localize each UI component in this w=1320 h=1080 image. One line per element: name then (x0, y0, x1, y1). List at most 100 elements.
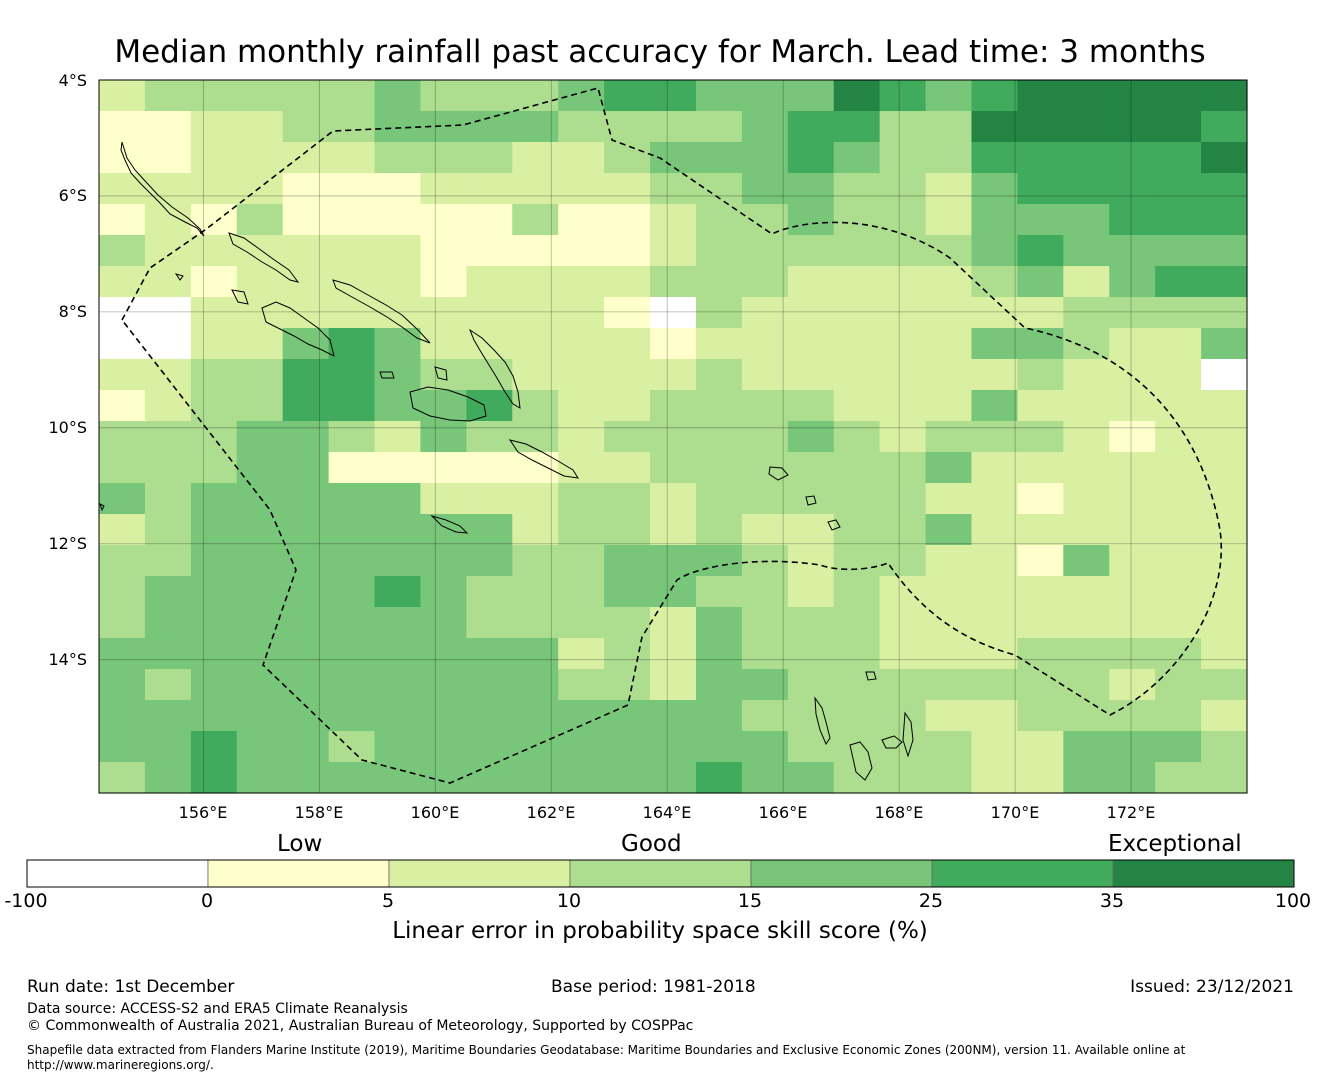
grid-cell (604, 731, 651, 763)
grid-cell (1109, 700, 1156, 732)
grid-cell (695, 700, 743, 732)
grid-cell (1063, 514, 1110, 546)
grid-cell (695, 607, 743, 639)
grid-cell (1063, 762, 1110, 794)
grid-cell (971, 111, 1018, 143)
grid-cell (420, 421, 467, 453)
grid-cell (466, 669, 513, 701)
grid-cell (466, 297, 513, 329)
grid-cell (650, 235, 697, 267)
grid-cell (604, 173, 651, 205)
grid-cell (925, 173, 973, 205)
grid-cell (833, 390, 881, 422)
grid-cell (1109, 111, 1156, 143)
grid-cell (695, 762, 743, 794)
grid-cell (925, 607, 973, 639)
colorbar-bin (931, 859, 1114, 888)
grid-cell (466, 266, 513, 298)
grid-cell (190, 390, 238, 422)
data-source: Data source: ACCESS-S2 and ERA5 Climate … (27, 1001, 408, 1017)
grid-cell (1155, 235, 1202, 267)
grid-cell (466, 80, 513, 112)
grid-cell (512, 328, 559, 360)
grid-cell (374, 421, 422, 453)
grid-cell (512, 421, 559, 453)
grid-cell (282, 545, 330, 577)
grid-cell (879, 421, 927, 453)
coast-bougainville (120, 141, 205, 237)
grid-cell (787, 452, 835, 484)
grid-cell (99, 669, 146, 701)
colorbar-bin (750, 859, 933, 888)
grid-cell (833, 607, 881, 639)
grid-cell (650, 421, 697, 453)
grid-cell (650, 111, 697, 143)
grid-cell (466, 545, 513, 577)
grid-cell (190, 111, 238, 143)
grid-cell (420, 545, 467, 577)
grid-cell (925, 483, 973, 515)
lon-label-160e: 160°E (410, 803, 460, 822)
grid-cell (144, 607, 192, 639)
grid-cell (650, 576, 697, 608)
grid-cell (144, 669, 192, 701)
grid-cell (512, 235, 559, 267)
grid-cell (420, 328, 467, 360)
grid-cell (833, 297, 881, 329)
grid-cell (144, 483, 192, 515)
coast-small-1 (174, 273, 184, 281)
grid-cell (190, 669, 238, 701)
grid-cell (512, 80, 559, 112)
grid-cell (925, 142, 973, 174)
colorbar-bin (1112, 859, 1295, 888)
grid-cell (1017, 421, 1064, 453)
lon-label-164e: 164°E (642, 803, 692, 822)
grid-cell (925, 638, 973, 670)
grid-cell (604, 390, 651, 422)
grid-cell (466, 483, 513, 515)
grid-cell (374, 576, 422, 608)
grid-cell (879, 390, 927, 422)
lon-label-172e: 172°E (1106, 803, 1156, 822)
grid-cell (99, 111, 146, 143)
lon-label-170e: 170°E (990, 803, 1040, 822)
colorbar-bin (26, 859, 209, 888)
grid-cell (1063, 638, 1110, 670)
grid-cell (374, 669, 422, 701)
colorbar-bin (388, 859, 571, 888)
grid-cell (374, 452, 422, 484)
run-date: Run date: 1st December (27, 977, 235, 997)
grid-cell (741, 700, 789, 732)
grid-cell (420, 204, 467, 236)
grid-cell (328, 111, 376, 143)
grid-cell (971, 669, 1018, 701)
grid-cell (833, 483, 881, 515)
colorbar-tick: 10 (556, 890, 582, 912)
grid-cell (1109, 545, 1156, 577)
grid-cell (374, 731, 422, 763)
colorbar-tick: 15 (737, 890, 763, 912)
grid-cell (558, 514, 605, 546)
grid-cell (144, 359, 192, 391)
grid-cell (1063, 483, 1110, 515)
grid-cell (787, 111, 835, 143)
grid-cell (328, 390, 376, 422)
grid-cell (236, 638, 284, 670)
grid-cell (971, 142, 1018, 174)
grid-cell (99, 421, 146, 453)
grid-cell (695, 173, 743, 205)
grid-cell (695, 142, 743, 174)
grid-cell (879, 576, 927, 608)
grid-cell (741, 111, 789, 143)
grid-cell (971, 421, 1018, 453)
grid-cell (833, 452, 881, 484)
lon-label-162e: 162°E (526, 803, 576, 822)
grid-cell (1017, 669, 1064, 701)
coast-vanuatu-efate (902, 711, 914, 758)
grid-cell (99, 328, 146, 360)
grid-cell (787, 235, 835, 267)
grid-cell (558, 297, 605, 329)
grid-cell (328, 359, 376, 391)
grid-cell (879, 514, 927, 546)
grid-cell (282, 204, 330, 236)
